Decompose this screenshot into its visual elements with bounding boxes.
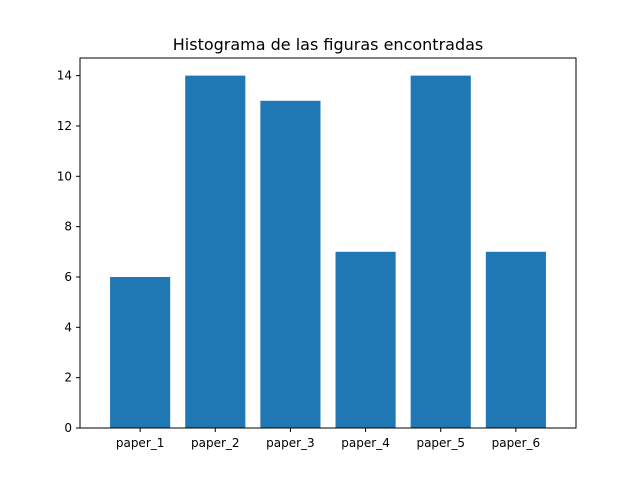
- y-tick-label: 10: [57, 169, 72, 183]
- y-tick-label: 4: [64, 320, 72, 334]
- bar-paper_2: [185, 75, 246, 429]
- bar-paper_4: [335, 251, 396, 428]
- x-tick-label: paper_4: [341, 436, 390, 450]
- bars-group: [110, 75, 546, 429]
- x-axis: paper_1 paper_2 paper_3 paper_4 paper_5 paper…: [116, 428, 540, 450]
- x-tick-label: paper_3: [266, 436, 315, 450]
- y-axis: 0 2 4 6 8 10 12 14: [57, 69, 80, 435]
- bar-paper_5: [410, 75, 471, 429]
- y-tick-label: 12: [57, 119, 72, 133]
- bar-paper_1: [110, 276, 171, 428]
- x-tick-label: paper_5: [416, 436, 465, 450]
- x-tick-label: paper_6: [492, 436, 541, 450]
- y-tick-label: 14: [57, 69, 72, 83]
- x-tick-label: paper_1: [116, 436, 165, 450]
- plot-frame: [79, 57, 577, 429]
- bar-paper_6: [485, 251, 546, 428]
- y-tick-label: 6: [64, 270, 72, 284]
- chart-title: Histograma de las figuras encontradas: [173, 35, 484, 54]
- y-tick-label: 2: [64, 371, 72, 385]
- x-tick-label: paper_2: [191, 436, 240, 450]
- y-tick-label: 8: [64, 220, 72, 234]
- y-tick-label: 0: [64, 421, 72, 435]
- bar-paper_3: [260, 100, 321, 428]
